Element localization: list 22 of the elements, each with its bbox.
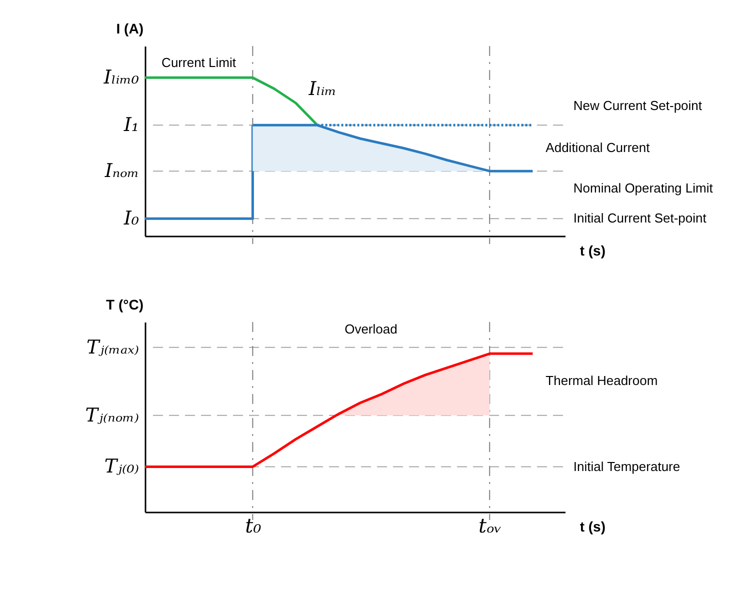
- text: Overload: [344, 322, 398, 337]
- ref-line-label: Iₙₒₘ: [104, 160, 139, 182]
- text: Current Limit: [162, 55, 236, 70]
- y-axis-title: T (°C): [106, 296, 144, 312]
- ref-line-label: Tⱼ₍ₘₐₓ₎: [86, 336, 140, 358]
- x-axis-title: t (s): [580, 242, 606, 258]
- x-tick-label: t₀: [245, 514, 262, 538]
- text: Nominal Operating Limit: [573, 180, 714, 196]
- ref-line-label: I₀: [122, 208, 140, 230]
- annotation: Additional Current: [546, 140, 650, 156]
- annotation: Thermal Headroom: [546, 372, 658, 388]
- y-axis-title: I (A): [116, 20, 144, 36]
- text: Initial Temperature: [573, 458, 680, 474]
- text: Iₗᵢₘ₀: [102, 66, 140, 89]
- annotation: Iₗᵢₘ: [308, 78, 336, 100]
- ref-line-label: Tⱼ₍₀₎: [104, 456, 140, 478]
- text: Initial Current Set-point: [573, 210, 707, 226]
- ref-line-label: Tⱼ₍ₙₒₘ₎: [85, 404, 140, 426]
- text: New Current Set-point: [573, 98, 702, 114]
- ref-line-label: I₁: [122, 114, 139, 136]
- x-tick-label: tₒᵥ: [478, 514, 502, 538]
- x-axis-title: t (s): [580, 518, 606, 534]
